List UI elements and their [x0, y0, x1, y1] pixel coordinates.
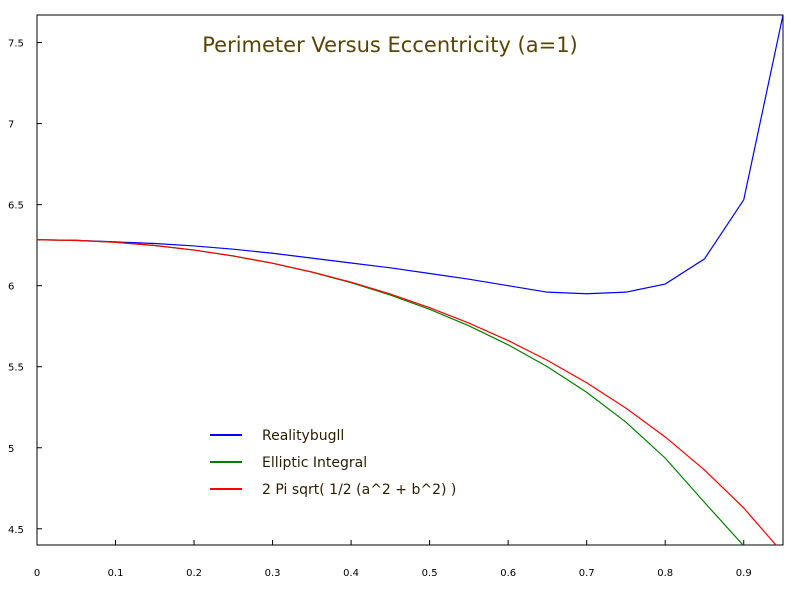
- y-tick-label: 7: [8, 120, 14, 131]
- series-line-0: [37, 15, 783, 295]
- plot-area: [36, 14, 784, 546]
- y-axis: 4.5 5 5.5 6 6.5 7 7.5: [8, 39, 42, 536]
- x-tick-label: 0.8: [657, 568, 673, 579]
- x-tick-label: 0: [34, 568, 40, 579]
- series-lines: [37, 15, 783, 545]
- y-tick-label: 5: [8, 444, 14, 455]
- y-tick-label: 4.5: [8, 525, 24, 536]
- y-tick-label: 6.5: [8, 201, 24, 212]
- x-tick-label: 0.3: [265, 568, 281, 579]
- legend: Realitybugll Elliptic Integral 2 Pi sqrt…: [210, 428, 456, 498]
- x-tick-label: 0.6: [500, 568, 516, 579]
- chart-title: Perimeter Versus Eccentricity (a=1): [202, 33, 578, 57]
- y-tick-label: 7.5: [8, 39, 24, 50]
- x-axis: 0 0.1 0.2 0.3 0.4 0.5 0.6 0.7 0.8 0.9: [34, 540, 752, 579]
- legend-label-2pi-sqrt: 2 Pi sqrt( 1/2 (a^2 + b^2) ): [262, 482, 456, 498]
- y-tick-label: 5.5: [8, 363, 24, 374]
- x-tick-label: 0.1: [108, 568, 124, 579]
- x-tick-label: 0.4: [343, 568, 359, 579]
- x-tick-label: 0.5: [422, 568, 438, 579]
- x-tick-label: 0.2: [186, 568, 202, 579]
- x-tick-label: 0.7: [579, 568, 595, 579]
- x-tick-label: 0.9: [736, 568, 752, 579]
- series-line-2: [37, 239, 777, 545]
- legend-label-elliptic-integral: Elliptic Integral: [262, 455, 367, 471]
- legend-label-realitybugll: Realitybugll: [262, 428, 344, 444]
- y-tick-label: 6: [8, 282, 14, 293]
